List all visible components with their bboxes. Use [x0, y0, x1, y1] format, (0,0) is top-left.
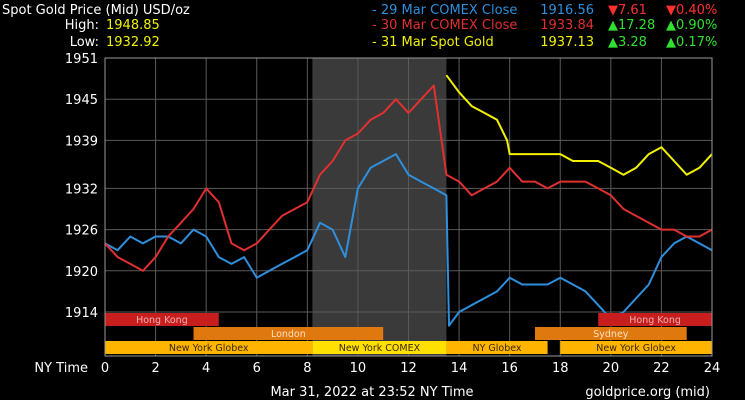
legend-pct: ▲0.17%: [666, 35, 717, 50]
legend: - 29 Mar COMEX Close 1916.56 ▼7.61 ▼0.40…: [372, 3, 717, 50]
x-tick-label: 4: [202, 361, 210, 376]
plot-border: [104, 57, 713, 357]
timestamp: Mar 31, 2022 at 23:52 NY Time: [270, 385, 473, 400]
x-tick-label: 14: [451, 361, 468, 376]
y-tick-label: 1939: [65, 134, 98, 149]
legend-price: 1937.13: [540, 35, 594, 50]
legend-change: ▼7.61: [608, 3, 647, 18]
session-label: London: [271, 329, 306, 340]
session-bar: [598, 313, 712, 326]
session-bar: [105, 341, 313, 354]
x-tick-label: 16: [501, 361, 518, 376]
x-tick-label: 2: [151, 361, 159, 376]
session-bar: [534, 327, 687, 340]
session-bar: [312, 341, 447, 354]
x-axis-label: NY Time: [34, 361, 88, 376]
chart-title: Spot Gold Price (Mid) USD/oz: [2, 3, 190, 18]
session-label: New York COMEX: [339, 343, 421, 354]
y-tick-label: 1914: [65, 306, 98, 321]
legend-entry-30-mar: - 30 Mar COMEX Close 1933.84 ▲17.28 ▲0.9…: [372, 18, 717, 33]
y-tick-label: 1932: [65, 182, 98, 197]
legend-label: - 30 Mar COMEX Close: [372, 18, 517, 33]
x-tick-label: 18: [552, 361, 569, 376]
legend-label: - 29 Mar COMEX Close: [372, 3, 517, 18]
x-tick-label: 10: [350, 361, 367, 376]
y-axis-ticks: 1914 1920 1926 1932 1939 1945 1951: [65, 52, 98, 321]
legend-entry-31-mar: - 31 Mar Spot Gold 1937.13 ▲3.28 ▲0.17%: [372, 35, 717, 50]
x-tick-label: 24: [704, 361, 721, 376]
y-tick-label: 1945: [65, 93, 98, 108]
session-bar: [560, 341, 712, 354]
legend-entry-29-mar: - 29 Mar COMEX Close 1916.56 ▼7.61 ▼0.40…: [372, 3, 717, 18]
high-label: High:: [65, 18, 99, 33]
legend-pct: ▼0.40%: [666, 3, 717, 18]
session-bar: [193, 327, 384, 340]
session-label: New York Globex: [169, 343, 249, 354]
low-value: 1932.92: [106, 35, 160, 50]
series-line-3: [445, 74, 713, 176]
session-label: Sydney: [593, 329, 629, 340]
session-label: NY Globex: [472, 343, 521, 354]
session-label: New York Globex: [596, 343, 676, 354]
y-tick-label: 1920: [65, 265, 98, 280]
series-line-2: [104, 84, 713, 272]
x-tick-label: 12: [400, 361, 417, 376]
legend-label: - 31 Mar Spot Gold: [372, 35, 494, 50]
high-value: 1948.85: [106, 18, 160, 33]
session-bar: [105, 313, 219, 326]
legend-change: ▲17.28: [608, 18, 655, 33]
legend-pct: ▲0.90%: [666, 18, 717, 33]
session-label: Hong Kong: [136, 315, 188, 326]
source-credit: goldprice.org (mid): [585, 385, 710, 400]
x-tick-label: 6: [253, 361, 261, 376]
market-sessions: Hong Kong Hong Kong London Sydney New York G…: [105, 313, 712, 354]
highlight-band: [312, 58, 447, 356]
y-tick-label: 1926: [65, 224, 98, 239]
x-tick-label: 22: [653, 361, 670, 376]
low-label: Low:: [70, 35, 99, 50]
comex-session-highlight: [312, 58, 447, 356]
x-axis-ticks: 0 2 4 6 8 10 12 14 16 18 20 22 24: [101, 361, 720, 376]
x-tick-label: 20: [603, 361, 620, 376]
legend-price: 1933.84: [540, 18, 594, 33]
y-tick-label: 1951: [65, 52, 98, 67]
session-bar: [446, 341, 548, 354]
x-tick-label: 8: [303, 361, 311, 376]
x-tick-label: 0: [101, 361, 109, 376]
legend-change: ▲3.28: [608, 35, 647, 50]
legend-price: 1916.56: [540, 3, 594, 18]
session-label: Hong Kong: [629, 315, 681, 326]
